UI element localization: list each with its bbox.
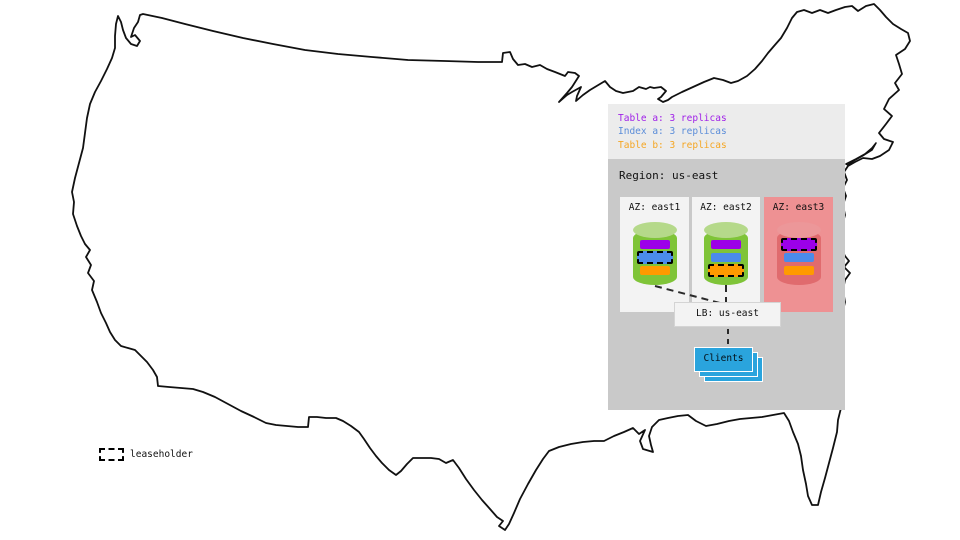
replica-band-index-a (783, 253, 814, 262)
az-box-east1: AZ: east1 (620, 197, 689, 312)
db-cylinder-top (632, 222, 677, 238)
db-node-east2 (704, 222, 748, 285)
replica-band-table-b (783, 266, 814, 275)
replica-band-table-b (708, 264, 744, 277)
legend-table-a: Table a: 3 replicas (618, 113, 727, 124)
load-balancer-box: LB: us-east (674, 302, 781, 327)
az-box-east3: AZ: east3 (764, 197, 833, 312)
db-node-east3 (776, 222, 821, 285)
legend-index-a: Index a: 3 replicas (618, 126, 727, 138)
clients-stack: Clients (694, 347, 764, 383)
replica-band-index-a (636, 251, 673, 264)
leaseholder-legend: leaseholder (99, 448, 193, 461)
region-title: Region: us-east (619, 169, 719, 182)
az-label-east2: AZ: east2 (700, 202, 752, 213)
replica-band-table-b (639, 266, 670, 275)
az-box-east2: AZ: east2 (692, 197, 760, 312)
us-map-continental-outline (71, 3, 911, 531)
db-node-east1 (632, 222, 677, 285)
db-cylinder-top (704, 222, 748, 238)
legend-table-b: Table b: 3 replicas (618, 139, 727, 151)
leaseholder-swatch-icon (99, 448, 124, 461)
clients-box: Clients (694, 347, 753, 372)
replica-band-table-a (711, 240, 741, 249)
az-label-east1: AZ: east1 (628, 202, 681, 213)
replica-band-table-a (639, 240, 670, 249)
db-cylinder-top (776, 222, 821, 238)
replica-band-index-a (711, 253, 741, 262)
replica-legend: Table a: 3 replicas Index a: 3 replicas … (608, 104, 845, 159)
leaseholder-label: leaseholder (130, 449, 193, 460)
us-map-long-island (845, 142, 877, 166)
topology-diagram: Table a: 3 replicas Index a: 3 replicas … (608, 104, 845, 410)
az-label-east3: AZ: east3 (772, 202, 825, 213)
replica-band-table-a (780, 238, 817, 251)
